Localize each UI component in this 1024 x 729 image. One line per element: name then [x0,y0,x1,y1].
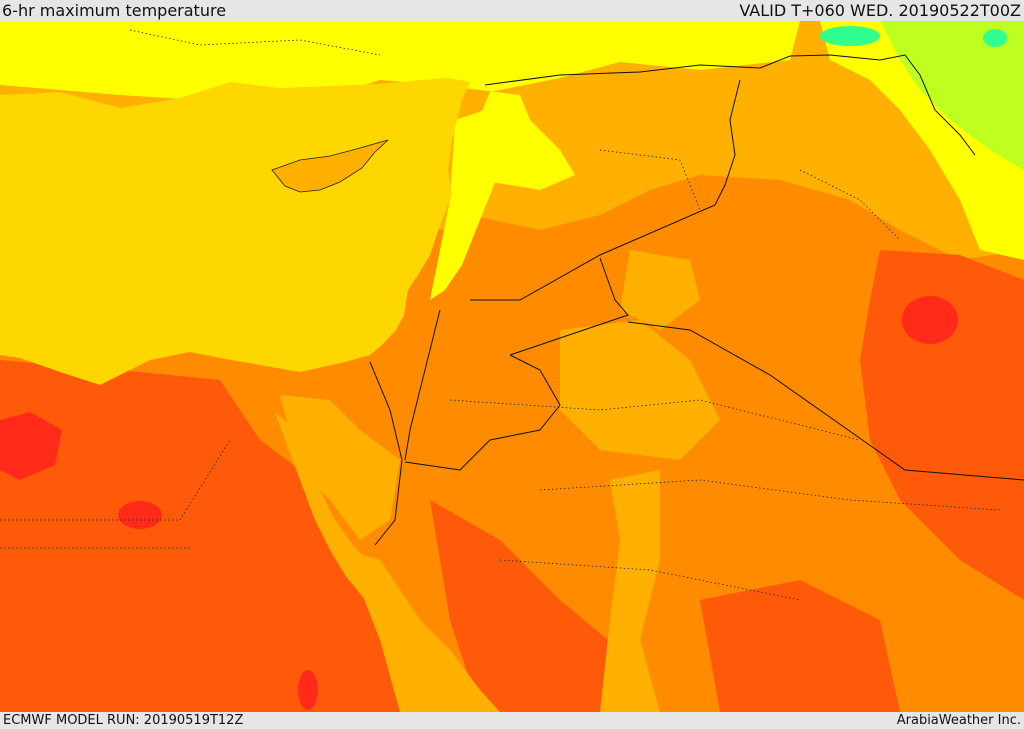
mild-zone-levant [430,110,500,300]
cyprus-island [271,139,389,193]
temperature-map[interactable] [0,21,1024,712]
extreme-spot-3 [902,296,958,344]
map-footer: ECMWF MODEL RUN: 20190519T12Z ArabiaWeat… [0,712,1024,729]
cold-spot-2 [983,29,1007,47]
map-header: 6-hr maximum temperature VALID T+060 WED… [0,0,1024,21]
very-hot-zone-south [700,580,900,712]
extreme-spot-1 [118,501,162,529]
warm-patch-jordan [560,320,720,460]
warm-patch-syria [620,250,700,330]
warm-patch-saudi [600,470,660,712]
province-borders [0,29,1001,601]
credit: ArabiaWeather Inc. [896,713,1021,728]
cool-zone-northeast [880,21,1024,170]
extreme-spot-2 [298,670,318,710]
very-hot-zone-saudi-west [430,500,660,712]
very-hot-zone-egypt [0,360,410,712]
extreme-spot-west [0,412,62,480]
map-title: 6-hr maximum temperature [2,1,227,20]
valid-time: VALID T+060 WED. 20190522T00Z [739,1,1021,20]
very-hot-zone-iraq [860,250,1024,600]
model-run: ECMWF MODEL RUN: 20190519T12Z [3,713,244,728]
country-borders [369,54,1024,546]
red-sea [275,412,500,712]
warm-patch-sinai [280,395,400,540]
mild-zone-north [0,21,800,190]
cold-spot-1 [820,26,880,46]
temperature-map-svg [0,21,1024,712]
